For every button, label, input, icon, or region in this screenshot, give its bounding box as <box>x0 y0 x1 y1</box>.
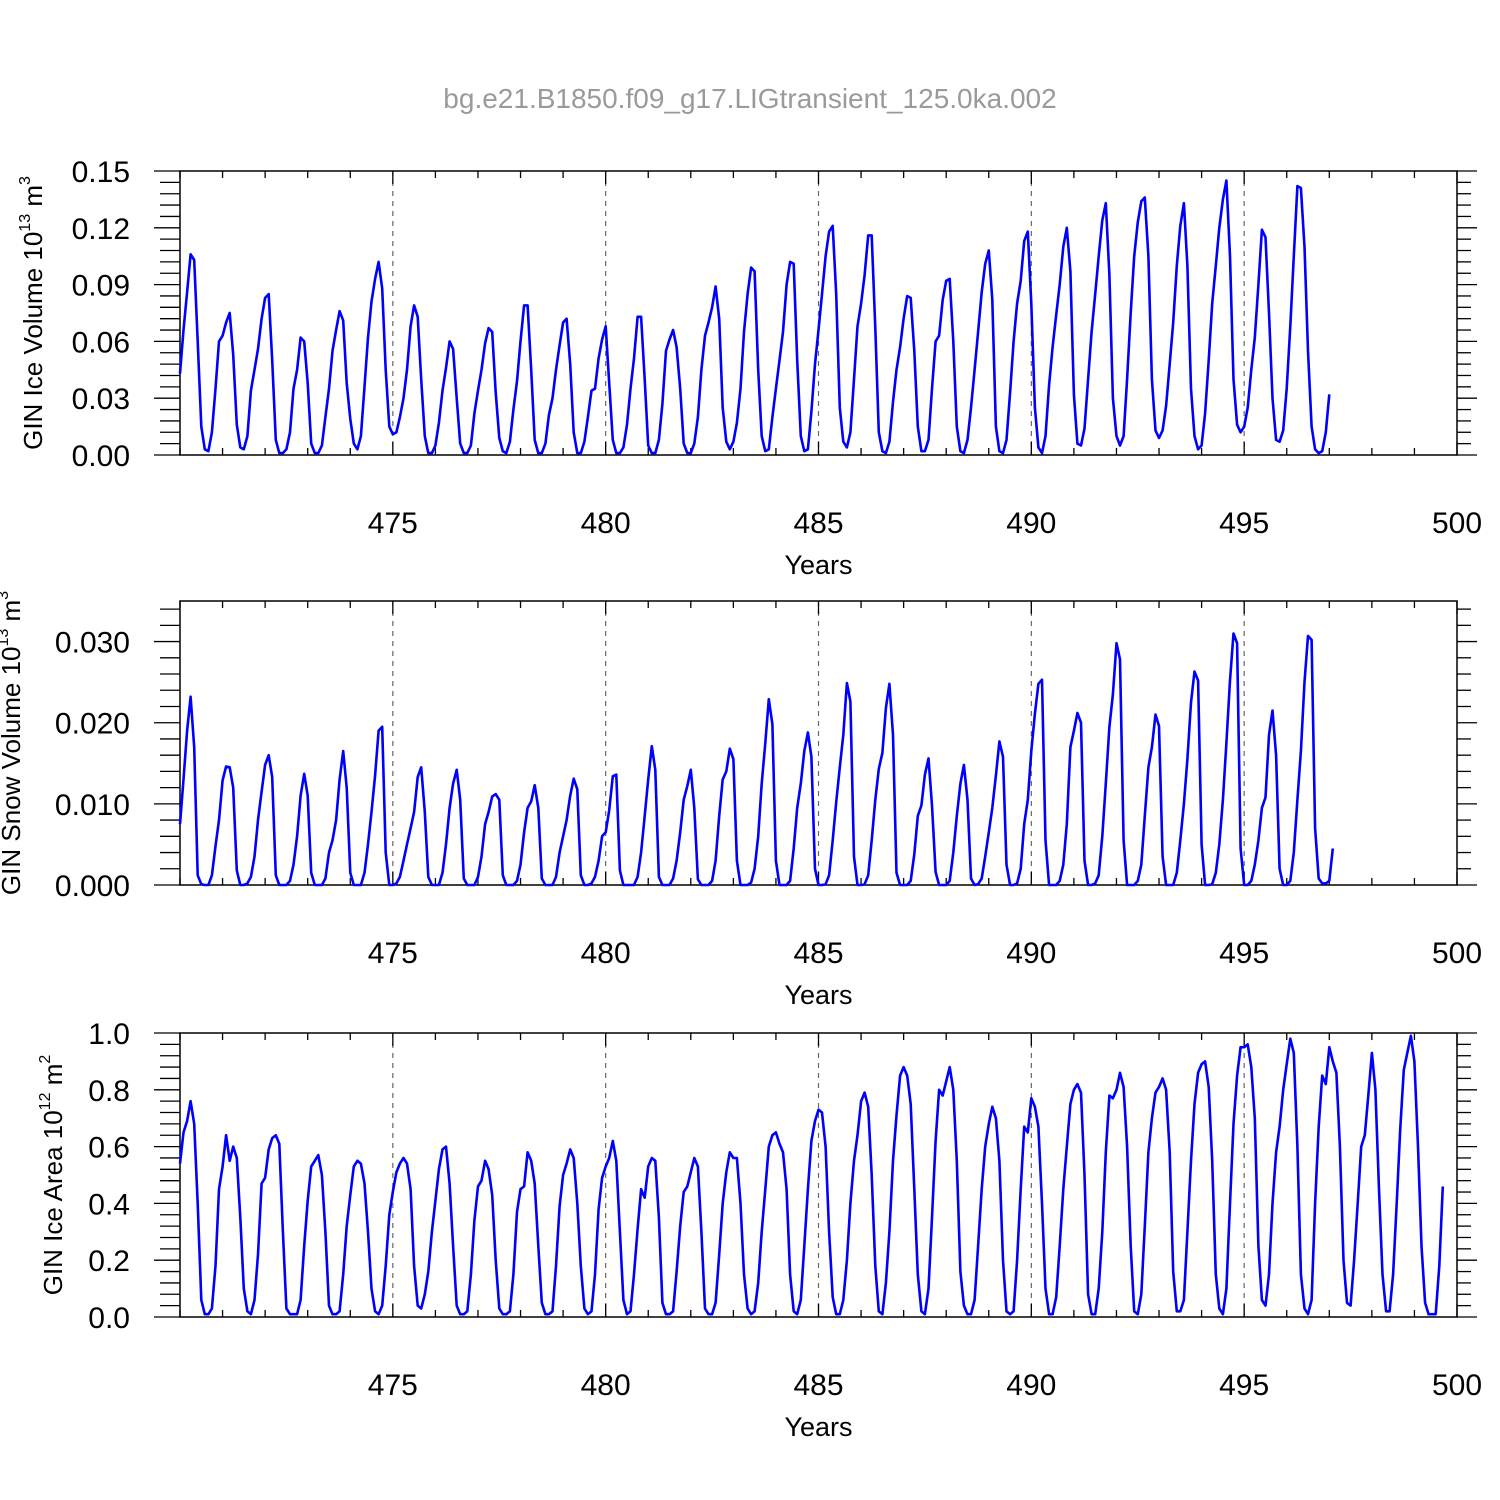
y-axis-label: GIN Ice Volume 1013 m3 <box>17 176 48 450</box>
x-tick-label: 490 <box>1006 507 1056 540</box>
x-tick-label: 490 <box>1006 937 1056 970</box>
y-tick-label: 0.030 <box>55 627 130 660</box>
x-tick-label: 485 <box>793 937 843 970</box>
x-tick-label: 475 <box>368 507 418 540</box>
y-label-unit-exponent: 3 <box>0 591 12 600</box>
y-tick-label: 1.0 <box>88 1018 130 1051</box>
x-axis-label: Years <box>784 550 852 580</box>
x-tick-label: 485 <box>793 507 843 540</box>
x-axis-label: Years <box>784 1412 852 1442</box>
panels: 475 480 485 490 495 500Years0.000.030.060.090… <box>0 156 1482 1442</box>
x-tick-label: 480 <box>581 507 631 540</box>
y-label-text: GIN Ice Volume 10 <box>18 232 48 450</box>
panel-1: 475 480 485 490 495 500 Years 0.00 0.03 0.06 0.09 0… <box>17 156 1482 580</box>
y-tick-label: 0.8 <box>88 1075 130 1108</box>
y-tick-label: 0.00 <box>72 440 130 473</box>
series-line-1 <box>178 1034 1445 1316</box>
y-tick-label: 0.15 <box>72 156 130 189</box>
y-tick-label: 0.000 <box>55 870 130 903</box>
y-tick-label: 0.6 <box>88 1132 130 1165</box>
x-tick-label: 500 <box>1432 937 1482 970</box>
y-tick-label: 0.020 <box>55 708 130 741</box>
y-label-unit-exponent: 2 <box>37 1055 54 1064</box>
x-tick-label: 480 <box>581 1369 631 1402</box>
y-label-exponent: 13 <box>17 214 34 232</box>
y-label-exponent: 12 <box>37 1092 54 1110</box>
x-axis-label: Years <box>784 980 852 1010</box>
y-label-unit: m <box>0 600 26 629</box>
panel-2: 475 480 485 490 495 500 Years 0.000 0.010 0.020 0.… <box>0 591 1482 1010</box>
y-axis-label: GIN Ice Area 1012 m2 <box>37 1055 68 1296</box>
y-tick-label: 0.06 <box>72 326 130 359</box>
y-tick-label: 0.03 <box>72 383 130 416</box>
x-tick-label: 475 <box>368 937 418 970</box>
y-tick-label: 0.09 <box>72 270 130 303</box>
x-tick-label: 480 <box>581 937 631 970</box>
y-label-exponent: 13 <box>0 629 12 647</box>
x-tick-label: 475 <box>368 1369 418 1402</box>
y-axis-label: GIN Snow Volume 1013 m3 <box>0 591 26 895</box>
x-tick-label: 500 <box>1432 507 1482 540</box>
x-tick-label: 495 <box>1219 1369 1269 1402</box>
series-line-1 <box>178 179 1331 455</box>
y-tick-label: 0.0 <box>88 1302 130 1335</box>
y-tick-label: 0.010 <box>55 789 130 822</box>
y-label-text: GIN Ice Area 10 <box>38 1110 68 1295</box>
x-tick-label: 485 <box>793 1369 843 1402</box>
y-label-unit-exponent: 3 <box>17 176 34 185</box>
y-tick-label: 0.12 <box>72 213 130 246</box>
y-label-unit: m <box>18 185 48 214</box>
panel-3: 475 480 485 490 495 500 Years 0.0 0.2 0.4 0.6 0.8 1.… <box>37 1018 1482 1442</box>
y-label-unit: m <box>38 1064 68 1093</box>
x-tick-label: 500 <box>1432 1369 1482 1402</box>
y-tick-label: 0.4 <box>88 1188 130 1221</box>
x-tick-label: 495 <box>1219 937 1269 970</box>
series-line-1 <box>178 632 1335 887</box>
figure-title: bg.e21.B1850.f09_g17.LIGtransient_125.0k… <box>443 83 1056 114</box>
x-tick-label: 495 <box>1219 507 1269 540</box>
y-label-text: GIN Snow Volume 10 <box>0 647 26 896</box>
y-tick-label: 0.2 <box>88 1245 130 1278</box>
x-tick-label: 490 <box>1006 1369 1056 1402</box>
